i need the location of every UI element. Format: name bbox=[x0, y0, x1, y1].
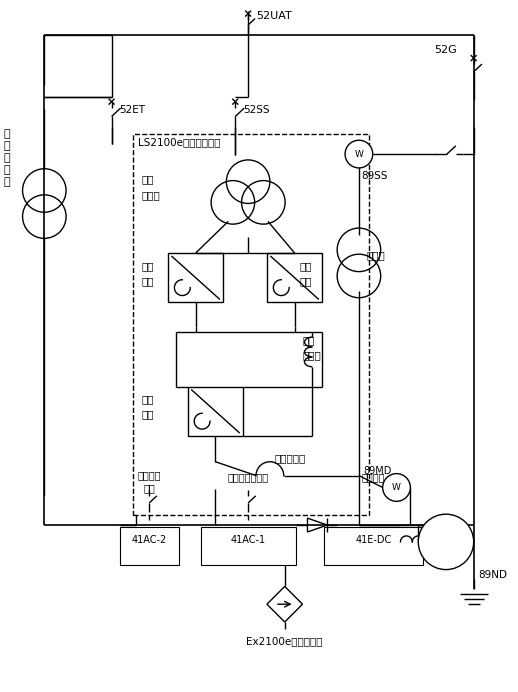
Bar bbox=[267, 253, 322, 302]
Text: 52UAT: 52UAT bbox=[256, 10, 292, 21]
Text: 励磁变: 励磁变 bbox=[367, 250, 385, 260]
Bar bbox=[188, 387, 242, 436]
Text: 隔离变: 隔离变 bbox=[141, 190, 160, 201]
Text: 89SS: 89SS bbox=[361, 171, 387, 181]
Bar bbox=[168, 253, 223, 302]
Text: 电抗器: 电抗器 bbox=[303, 350, 321, 360]
Text: 整流: 整流 bbox=[299, 261, 312, 271]
Text: 41AC-1: 41AC-1 bbox=[231, 535, 266, 545]
Text: 励: 励 bbox=[4, 153, 10, 163]
Text: 52ET: 52ET bbox=[120, 104, 146, 115]
Text: 89MD: 89MD bbox=[364, 466, 392, 475]
Text: 89ND: 89ND bbox=[479, 570, 508, 579]
Text: 起: 起 bbox=[4, 129, 10, 139]
Text: W: W bbox=[354, 149, 363, 158]
Text: 41AC-2: 41AC-2 bbox=[132, 535, 167, 545]
Text: 动: 动 bbox=[4, 141, 10, 151]
Text: Ex2100e励磁调节器: Ex2100e励磁调节器 bbox=[247, 636, 323, 646]
Text: LS2100e静态起动装置: LS2100e静态起动装置 bbox=[138, 137, 221, 147]
Circle shape bbox=[383, 473, 410, 501]
Text: 起动: 起动 bbox=[141, 174, 154, 184]
Circle shape bbox=[345, 140, 373, 168]
Text: 直流: 直流 bbox=[303, 335, 315, 345]
Text: 电源: 电源 bbox=[143, 484, 155, 493]
Bar bbox=[120, 527, 179, 565]
Text: 交流电抗器: 交流电抗器 bbox=[275, 453, 306, 463]
Bar bbox=[200, 527, 296, 565]
Text: W: W bbox=[392, 483, 401, 492]
Text: 41E-DC: 41E-DC bbox=[356, 535, 392, 545]
Text: 发电机: 发电机 bbox=[438, 538, 453, 547]
Text: 磁: 磁 bbox=[4, 165, 10, 175]
Text: 52G: 52G bbox=[434, 45, 457, 55]
Text: 装置: 装置 bbox=[141, 409, 154, 419]
Circle shape bbox=[418, 514, 473, 570]
Bar bbox=[324, 527, 423, 565]
Bar bbox=[133, 134, 369, 515]
Text: 整流: 整流 bbox=[141, 261, 154, 271]
Text: 自并励交流电源: 自并励交流电源 bbox=[227, 473, 269, 482]
Text: 灭磁开关: 灭磁开关 bbox=[362, 473, 385, 482]
Text: 变: 变 bbox=[4, 176, 10, 187]
Text: 起励交流: 起励交流 bbox=[137, 471, 161, 481]
Text: 逆变: 逆变 bbox=[141, 394, 154, 404]
Text: 52SS: 52SS bbox=[243, 104, 270, 115]
Text: 装置: 装置 bbox=[299, 275, 312, 286]
Text: 装置: 装置 bbox=[141, 275, 154, 286]
